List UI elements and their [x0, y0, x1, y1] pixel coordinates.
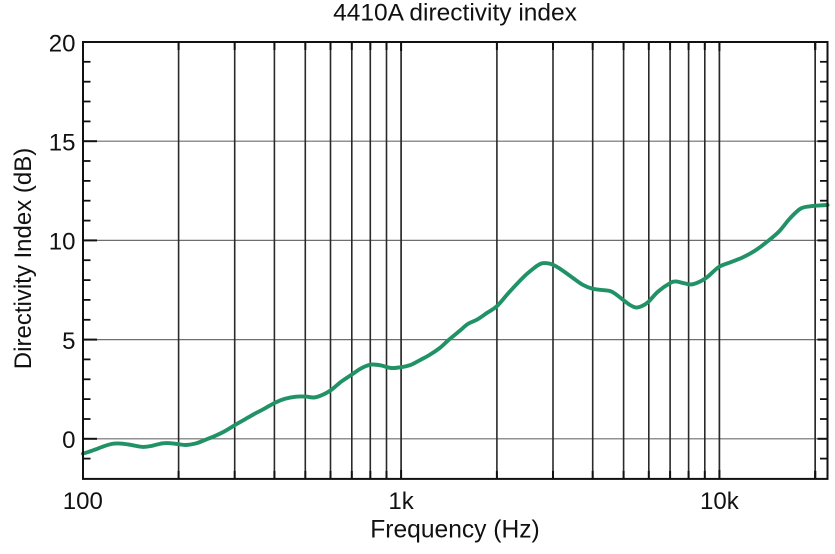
svg-text:10k: 10k	[700, 488, 740, 515]
svg-text:10: 10	[49, 229, 76, 256]
svg-text:1k: 1k	[388, 488, 414, 515]
svg-text:5: 5	[62, 328, 75, 355]
svg-text:100: 100	[63, 488, 103, 515]
svg-text:20: 20	[49, 30, 76, 57]
svg-text:4410A directivity index: 4410A directivity index	[333, 0, 577, 27]
svg-text:15: 15	[49, 130, 76, 157]
svg-text:Frequency (Hz): Frequency (Hz)	[370, 517, 539, 544]
svg-text:0: 0	[62, 427, 75, 454]
svg-text:Directivity Index (dB): Directivity Index (dB)	[10, 148, 37, 369]
